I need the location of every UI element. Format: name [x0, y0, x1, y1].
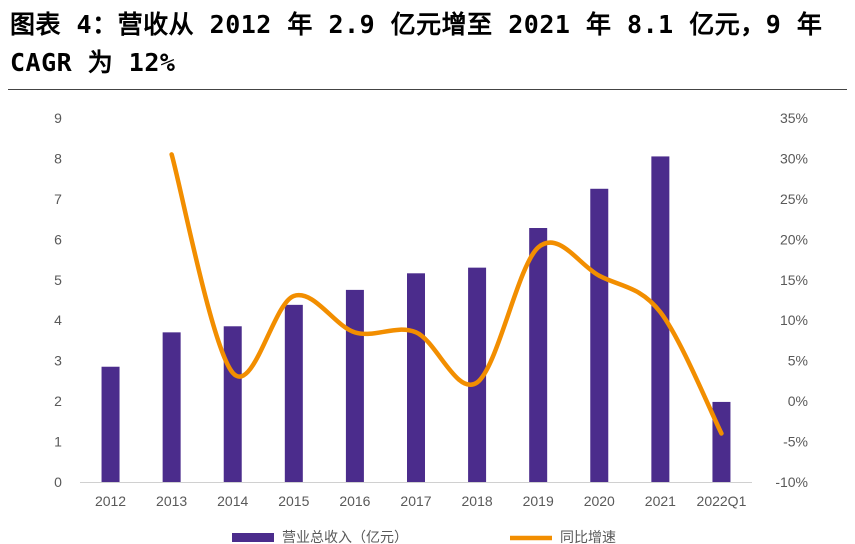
right-axis-tick-label: -5%: [783, 434, 808, 450]
right-axis-tick-label: 10%: [780, 312, 808, 328]
x-axis-tick-label: 2021: [645, 493, 676, 509]
revenue-bar: [407, 273, 425, 482]
right-axis-tick-label: 20%: [780, 231, 808, 247]
x-axis-tick-label: 2015: [278, 493, 309, 509]
legend: 营业总收入（亿元） 同比增速: [232, 530, 616, 544]
revenue-bar: [529, 228, 548, 482]
x-axis-tick-label: 2020: [584, 493, 615, 509]
right-axis-tick-label: 30%: [780, 150, 808, 166]
x-axis-tick-label: 2018: [462, 493, 493, 509]
left-axis-tick-label: 2: [54, 393, 62, 409]
left-axis-tick-label: 4: [54, 312, 62, 328]
growth-line-layer: [169, 152, 724, 436]
left-axis-ticks: 0 1 2 3 4 5 6 7 8 9: [54, 110, 62, 490]
right-axis-tick-label: -10%: [775, 474, 808, 490]
right-axis-tick-label: 25%: [780, 191, 808, 207]
growth-rate-line: [169, 152, 724, 436]
left-axis-tick-label: 7: [54, 191, 62, 207]
right-axis-tick-label: 0%: [788, 393, 808, 409]
revenue-bar: [101, 366, 120, 482]
revenue-bar: [223, 326, 242, 482]
left-axis-tick-label: 1: [54, 434, 62, 450]
left-axis-tick-label: 0: [54, 474, 62, 490]
x-axis-tick-label: 2013: [156, 493, 187, 509]
left-axis-tick-label: 3: [54, 353, 62, 369]
revenue-bar: [712, 401, 731, 482]
revenue-bar: [284, 304, 303, 482]
left-axis-tick-label: 5: [54, 272, 62, 288]
chart-title: 图表 4：营收从 2012 年 2.9 亿元增至 2021 年 8.1 亿元，9…: [10, 10, 823, 77]
revenue-bar: [162, 332, 181, 482]
right-axis-tick-label: 35%: [780, 110, 808, 126]
revenue-bar: [468, 267, 487, 482]
revenue-bars: [101, 156, 731, 482]
revenue-bar: [651, 156, 670, 482]
left-axis-tick-label: 9: [54, 110, 62, 126]
x-axis-tick-label: 2016: [339, 493, 370, 509]
right-axis-tick-label: 15%: [780, 272, 808, 288]
x-axis-tick-label: 2019: [523, 493, 554, 509]
x-axis-tick-label: 2017: [400, 493, 431, 509]
legend-label-revenue: 营业总收入（亿元）: [282, 530, 408, 544]
x-axis-ticks: 2012 2013 2014 2015 2016 2017 2018 2019 2020 2021…: [95, 493, 747, 509]
revenue-bar: [590, 188, 609, 482]
left-axis-tick-label: 8: [54, 150, 62, 166]
legend-swatch-revenue: [232, 533, 274, 542]
title-divider: [8, 89, 847, 90]
revenue-bar: [345, 289, 364, 482]
right-axis-ticks: -10% -5% 0% 5% 10% 15% 20% 25% 30% 35%: [775, 110, 808, 490]
legend-label-growth: 同比增速: [560, 530, 616, 544]
x-axis-tick-label: 2014: [217, 493, 248, 509]
right-axis-tick-label: 5%: [788, 353, 808, 369]
left-axis-tick-label: 6: [54, 231, 62, 247]
x-axis-tick-label: 2012: [95, 493, 126, 509]
x-axis-tick-label: 2022Q1: [697, 493, 747, 509]
